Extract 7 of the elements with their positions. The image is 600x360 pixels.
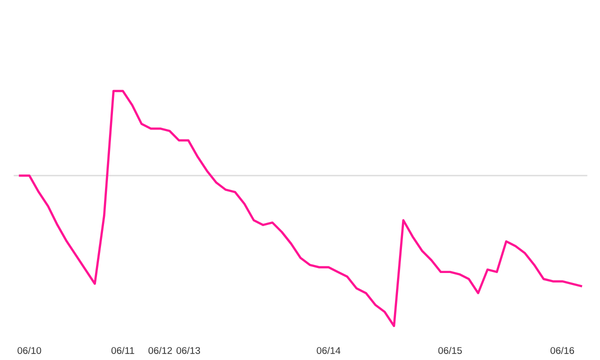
x-tick-label: 06/14 [316, 346, 340, 354]
x-tick-label: 06/12 [148, 346, 172, 354]
x-tick-label: 06/15 [438, 346, 462, 354]
x-tick-label: 06/10 [18, 346, 42, 354]
x-tick-label: 06/13 [176, 346, 200, 354]
x-tick-label: 06/16 [550, 346, 574, 354]
x-tick-label: 06/11 [111, 346, 134, 354]
